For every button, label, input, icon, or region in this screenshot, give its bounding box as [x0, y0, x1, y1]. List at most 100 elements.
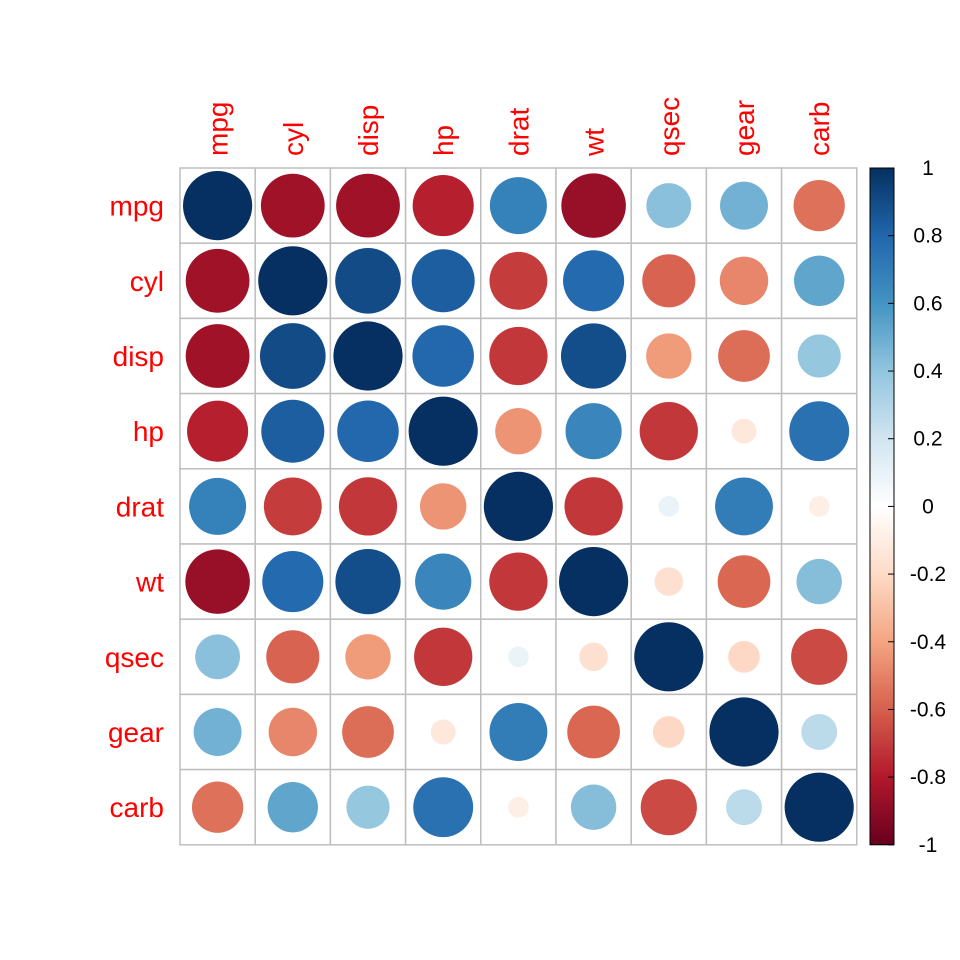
column-label-carb: carb: [804, 102, 835, 156]
circle-hp-carb: [789, 401, 850, 462]
circle-gear-qsec: [652, 716, 685, 748]
circle-cyl-disp: [335, 247, 401, 314]
circle-hp-drat: [495, 407, 542, 455]
colorbar-tick-label: -0.4: [910, 631, 947, 654]
circle-drat-carb: [808, 496, 830, 517]
circle-cyl-wt: [563, 250, 625, 312]
circle-carb-disp: [346, 785, 390, 829]
circle-mpg-qsec: [646, 183, 692, 229]
row-label-mpg: mpg: [110, 191, 164, 222]
circle-wt-disp: [335, 548, 401, 615]
circle-carb-carb: [784, 772, 854, 842]
circle-cyl-qsec: [642, 254, 696, 308]
column-labels: mpg cyl disp hp drat wt qsec gear carb: [203, 97, 836, 157]
colorbar-tick-label: 0.8: [913, 225, 942, 248]
row-label-wt: wt: [135, 567, 164, 598]
circle-wt-hp: [415, 553, 472, 610]
circle-gear-cyl: [268, 707, 318, 757]
circle-cyl-gear: [719, 256, 769, 306]
circle-qsec-wt: [579, 642, 608, 672]
circle-qsec-disp: [345, 634, 391, 680]
circle-drat-drat: [483, 471, 553, 541]
circle-drat-cyl: [263, 477, 322, 536]
circle-drat-qsec: [658, 496, 680, 517]
circle-disp-qsec: [646, 333, 692, 379]
column-label-wt: wt: [579, 128, 610, 157]
colorbar-tick-label: 0.4: [913, 360, 943, 383]
circle-hp-disp: [337, 400, 399, 462]
circle-hp-gear: [731, 418, 757, 444]
circle-drat-wt: [564, 477, 623, 536]
circle-disp-cyl: [259, 323, 326, 389]
circle-carb-cyl: [267, 782, 318, 833]
circle-mpg-hp: [412, 175, 474, 237]
colorbar-tick-label: 0.2: [913, 428, 942, 451]
circle-gear-mpg: [193, 708, 242, 756]
circle-mpg-mpg: [183, 171, 253, 241]
circle-disp-drat: [489, 326, 548, 386]
circle-carb-drat: [508, 796, 529, 818]
circle-disp-hp: [412, 325, 474, 387]
circle-wt-qsec: [654, 567, 684, 596]
circle-qsec-qsec: [634, 622, 704, 692]
circle-gear-carb: [801, 714, 838, 750]
colorbar: 1 0.8 0.6 0.4 0.2 0 -0.2 -0.4 -0.6 -0.8 -1: [869, 157, 947, 857]
circle-gear-wt: [567, 705, 620, 759]
row-labels: mpg cyl disp hp drat wt qsec gear carb: [105, 191, 164, 824]
colorbar-tick-label: -0.8: [910, 766, 946, 789]
colorbar-tick-label: 1: [922, 157, 934, 180]
row-label-drat: drat: [116, 491, 164, 522]
circle-cyl-hp: [411, 249, 475, 313]
circle-hp-hp: [408, 396, 478, 466]
circle-cyl-drat: [489, 251, 548, 310]
circle-disp-gear: [718, 330, 770, 382]
circle-mpg-gear: [720, 181, 768, 230]
circle-wt-carb: [796, 558, 842, 605]
circle-qsec-mpg: [195, 634, 241, 680]
circle-cyl-mpg: [185, 248, 250, 313]
circle-disp-mpg: [185, 324, 250, 388]
circle-disp-disp: [333, 321, 403, 391]
circle-mpg-drat: [489, 177, 547, 235]
circle-gear-drat: [489, 703, 548, 761]
colorbar-tick-label: -0.2: [910, 563, 946, 586]
colorbar-tick-label: -1: [919, 834, 938, 857]
circle-hp-wt: [565, 403, 622, 460]
column-label-mpg: mpg: [203, 102, 234, 156]
cell-mpg-gear: [705, 167, 783, 244]
column-label-hp: hp: [428, 125, 459, 156]
circle-qsec-cyl: [266, 630, 320, 684]
circle-mpg-carb: [793, 179, 845, 232]
colorbar-tick-label: 0: [922, 495, 934, 518]
row-label-hp: hp: [133, 416, 164, 447]
circle-carb-mpg: [191, 781, 244, 833]
circle-hp-mpg: [187, 400, 249, 462]
circle-cyl-cyl: [258, 246, 328, 316]
circle-mpg-disp: [336, 173, 400, 238]
circle-wt-drat: [489, 552, 548, 611]
circle-drat-mpg: [189, 477, 247, 535]
column-label-disp: disp: [353, 105, 384, 156]
circle-carb-wt: [570, 784, 617, 830]
circle-drat-disp: [338, 477, 398, 536]
correlation-circles: [183, 171, 854, 842]
circle-hp-qsec: [639, 402, 698, 461]
colorbar-tick-label: -0.6: [910, 698, 946, 721]
circle-hp-cyl: [261, 399, 325, 463]
row-label-carb: carb: [110, 792, 164, 823]
circle-gear-gear: [709, 697, 779, 767]
column-label-gear: gear: [729, 100, 760, 156]
row-label-gear: gear: [108, 717, 164, 748]
circle-qsec-drat: [508, 646, 529, 668]
circle-wt-gear: [717, 555, 771, 608]
circle-wt-mpg: [185, 549, 250, 614]
column-label-cyl: cyl: [278, 122, 309, 156]
circle-mpg-wt: [561, 173, 626, 238]
circle-gear-disp: [342, 706, 394, 758]
circle-drat-gear: [715, 477, 773, 536]
row-label-disp: disp: [113, 341, 164, 372]
colorbar-tick-label: 0.6: [913, 292, 942, 315]
row-label-cyl: cyl: [130, 266, 164, 297]
row-label-qsec: qsec: [105, 642, 164, 673]
circle-carb-gear: [726, 789, 762, 826]
